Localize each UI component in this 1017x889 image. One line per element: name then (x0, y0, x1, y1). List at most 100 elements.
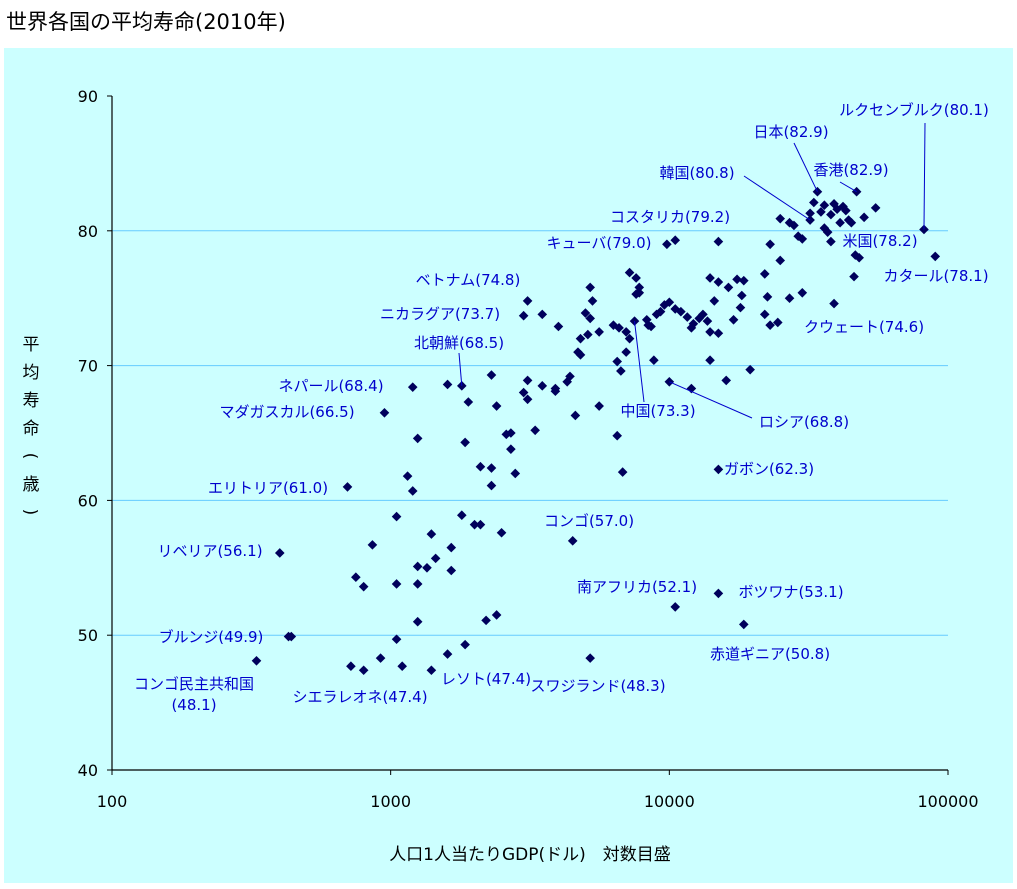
annotation-leader-line (669, 381, 753, 419)
data-point (775, 255, 786, 266)
annotation-label: 赤道ギニア(50.8) (710, 645, 830, 663)
data-point (442, 649, 453, 659)
data-point (870, 203, 881, 213)
data-point (346, 661, 356, 672)
data-point (841, 205, 851, 216)
data-point (412, 616, 423, 627)
data-point (829, 298, 839, 309)
annotation-leader-line (743, 175, 811, 221)
data-point (797, 288, 808, 298)
data-point (738, 619, 749, 630)
annotation-label: ブルンジ(49.9) (159, 628, 264, 646)
data-point (624, 333, 635, 344)
data-point (664, 297, 675, 308)
data-point (737, 290, 747, 301)
data-point (686, 323, 697, 333)
chart-panel: 40 50 60 70 80 90 100 1000 10000 100000 人口1人当たりGDP… (4, 48, 1013, 883)
data-point (616, 366, 626, 376)
data-point (463, 397, 474, 407)
data-point (426, 665, 437, 676)
data-point (469, 519, 480, 530)
annotation-label: ネパール(68.4) (278, 377, 383, 395)
data-point (475, 519, 486, 530)
data-point (759, 269, 770, 279)
y-axis-title-char: 平 (23, 335, 40, 355)
data-point (713, 236, 724, 247)
data-point (705, 273, 715, 283)
data-point (575, 333, 586, 344)
data-point (375, 653, 386, 663)
annotation-label-line2: (48.1) (171, 696, 216, 714)
annotation-label: シエラレオネ(47.4) (292, 688, 427, 706)
data-point (784, 217, 795, 228)
annotation-label: クウェート(74.6) (804, 318, 924, 336)
data-point (351, 572, 361, 583)
annotation-label: コンゴ(57.0) (544, 512, 634, 530)
data-point (797, 234, 808, 244)
data-point (530, 425, 540, 436)
annotation-label: スワジランド(48.3) (530, 677, 665, 695)
annotation-label: 日本(82.9) (753, 123, 828, 141)
data-point (682, 312, 693, 322)
data-point (705, 355, 715, 366)
data-point (655, 306, 666, 317)
data-point (412, 579, 423, 589)
data-point (594, 327, 604, 337)
data-point (522, 296, 533, 306)
data-point (412, 561, 423, 572)
data-point (765, 320, 775, 330)
data-point (391, 511, 402, 522)
data-point (442, 379, 453, 390)
data-point (407, 486, 418, 496)
annotation-label: ニカラグア(73.7) (380, 305, 500, 323)
data-point (537, 309, 548, 320)
y-tick-label: 90 (78, 87, 98, 106)
data-point (805, 208, 815, 219)
data-point (251, 656, 262, 666)
y-axis-title-char: 歳 (23, 475, 40, 495)
data-point (822, 227, 833, 237)
data-point (745, 364, 755, 375)
data-point (826, 209, 836, 220)
data-point (819, 200, 830, 210)
data-point (358, 581, 369, 592)
data-point (550, 386, 561, 397)
data-point (510, 468, 521, 479)
data-point (496, 527, 507, 538)
data-point (402, 471, 413, 481)
data-point (723, 282, 734, 293)
data-point (460, 639, 470, 650)
data-point (580, 308, 591, 318)
data-point (491, 610, 502, 620)
data-point (491, 401, 502, 411)
annotation-label: 中国(73.3) (620, 402, 695, 420)
data-point (594, 401, 604, 411)
data-point (446, 565, 457, 576)
data-point (481, 615, 491, 626)
data-point (506, 428, 516, 438)
data-point (617, 467, 628, 477)
x-tick-label: 1000 (370, 792, 411, 811)
scatter-chart: 40 50 60 70 80 90 100 1000 10000 100000 人口1人当たりGDP… (20, 87, 989, 865)
y-tick-label: 40 (78, 761, 98, 780)
data-point (518, 387, 529, 398)
y-axis-title-char: 寿 (23, 391, 40, 411)
annotation-label: ルクセンブルク(80.1) (839, 101, 989, 119)
x-tick-label: 100 (97, 792, 128, 811)
data-point (698, 309, 708, 320)
data-point (784, 293, 795, 303)
y-tick-label: 50 (78, 626, 98, 645)
data-point (713, 277, 724, 287)
data-point (274, 548, 285, 558)
annotation-label: マダガスカル(66.5) (219, 403, 354, 421)
data-point (501, 429, 512, 440)
annotation-leader-line (458, 352, 463, 386)
y-tick-label: 60 (78, 491, 98, 510)
data-point (446, 542, 457, 553)
annotation-label: ボツワナ(53.1) (738, 583, 843, 601)
data-point (846, 217, 857, 228)
data-point (631, 289, 641, 299)
data-point (553, 321, 564, 332)
annotation-label: 香港(82.9) (813, 161, 888, 179)
data-point (775, 213, 786, 224)
